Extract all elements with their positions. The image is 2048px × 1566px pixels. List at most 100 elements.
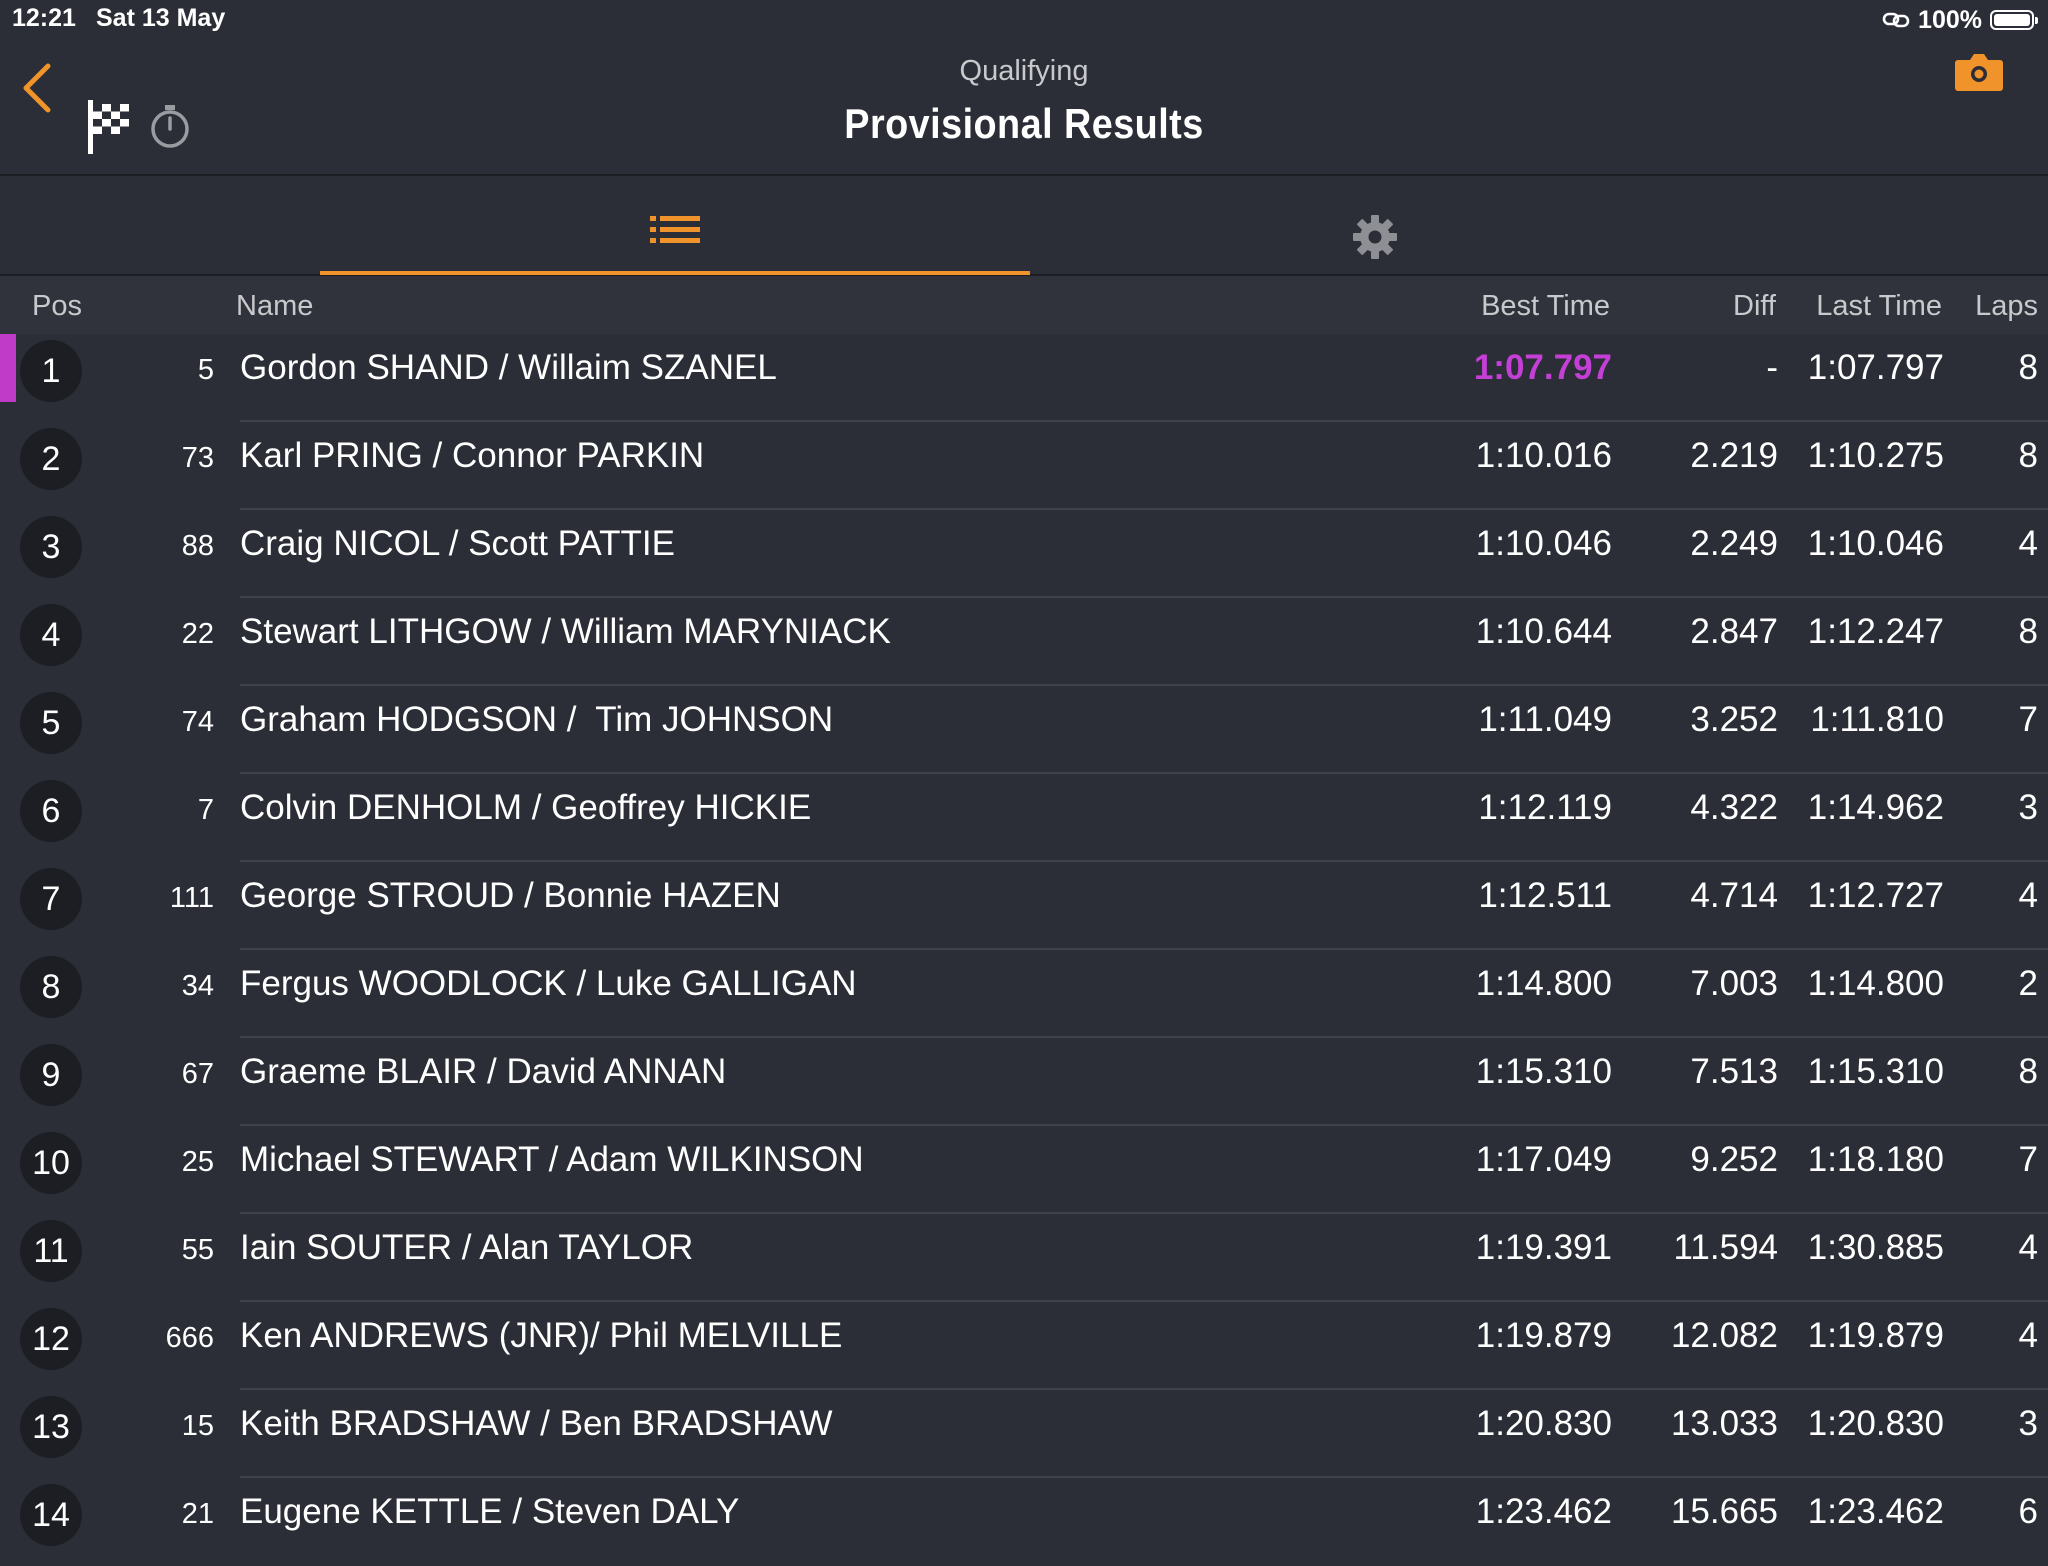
row-divider	[240, 1036, 2048, 1038]
list-icon	[650, 216, 700, 243]
driver-names: Karl PRING / Connor PARKIN	[240, 436, 705, 475]
best-time: 1:10.046	[1475, 524, 1612, 563]
back-button[interactable]	[16, 58, 60, 118]
car-number: 666	[165, 1322, 214, 1354]
table-row[interactable]: 13 15 Keith BRADSHAW / Ben BRADSHAW 1:20…	[0, 1390, 2048, 1478]
position-badge: 4	[20, 604, 82, 666]
results-table: 1 5 Gordon SHAND / Willaim SZANEL 1:07.7…	[0, 334, 2048, 1566]
position-badge: 14	[20, 1484, 82, 1546]
table-row[interactable]: 11 55 Iain SOUTER / Alan TAYLOR 1:19.391…	[0, 1214, 2048, 1302]
best-time: 1:19.879	[1475, 1316, 1612, 1355]
status-date: Sat 13 May	[96, 4, 226, 32]
best-time: 1:19.391	[1475, 1228, 1612, 1267]
car-number: 55	[181, 1234, 214, 1266]
stopwatch-icon[interactable]	[148, 104, 192, 150]
position-badge: 2	[20, 428, 82, 490]
best-time: 1:10.644	[1475, 612, 1612, 651]
position-badge: 11	[20, 1220, 82, 1282]
last-time: 1:18.180	[1807, 1140, 1944, 1179]
row-divider	[240, 596, 2048, 598]
best-time: 1:20.830	[1475, 1404, 1612, 1443]
last-time: 1:20.830	[1807, 1404, 1944, 1443]
table-row[interactable]: 3 88 Craig NICOL / Scott PATTIE 1:10.046…	[0, 510, 2048, 598]
lap-count: 3	[2018, 788, 2038, 827]
car-number: 22	[181, 618, 214, 650]
diff-time: 13.033	[1670, 1404, 1778, 1443]
lap-count: 7	[2018, 700, 2038, 739]
row-divider	[240, 1124, 2048, 1126]
table-row[interactable]: 2 73 Karl PRING / Connor PARKIN 1:10.016…	[0, 422, 2048, 510]
diff-time: 12.082	[1670, 1316, 1778, 1355]
diff-time: 7.003	[1690, 964, 1778, 1003]
col-best-time[interactable]: Best Time	[1481, 290, 1610, 322]
lap-count: 3	[2018, 1404, 2038, 1443]
driver-names: Michael STEWART / Adam WILKINSON	[240, 1140, 864, 1179]
driver-names: Craig NICOL / Scott PATTIE	[240, 524, 676, 563]
col-laps[interactable]: Laps	[1975, 290, 2038, 322]
position-badge: 6	[20, 780, 82, 842]
page-subtitle: Qualifying	[959, 55, 1089, 87]
car-number: 5	[197, 354, 214, 386]
col-pos[interactable]: Pos	[32, 290, 82, 322]
tab-settings[interactable]	[1060, 176, 1690, 274]
table-row[interactable]: 4 22 Stewart LITHGOW / William MARYNIACK…	[0, 598, 2048, 686]
row-divider	[240, 1388, 2048, 1390]
position-badge: 9	[20, 1044, 82, 1106]
last-time: 1:14.962	[1807, 788, 1944, 827]
table-row[interactable]: 10 25 Michael STEWART / Adam WILKINSON 1…	[0, 1126, 2048, 1214]
position-badge: 13	[20, 1396, 82, 1458]
driver-names: Iain SOUTER / Alan TAYLOR	[240, 1228, 694, 1267]
best-time: 1:12.511	[1478, 876, 1612, 915]
row-divider	[240, 772, 2048, 774]
table-row[interactable]: 14 21 Eugene KETTLE / Steven DALY 1:23.4…	[0, 1478, 2048, 1566]
lap-count: 8	[2018, 612, 2038, 651]
last-time: 1:12.727	[1807, 876, 1944, 915]
row-divider	[240, 1300, 2048, 1302]
lap-count: 4	[2018, 524, 2038, 563]
table-row[interactable]: 8 34 Fergus WOODLOCK / Luke GALLIGAN 1:1…	[0, 950, 2048, 1038]
row-divider	[240, 948, 2048, 950]
col-diff[interactable]: Diff	[1733, 290, 1776, 322]
col-last-time[interactable]: Last Time	[1816, 290, 1942, 322]
best-time: 1:17.049	[1475, 1140, 1612, 1179]
status-bar: 12:21 Sat 13 May 100%	[0, 0, 2048, 40]
tab-bar	[0, 176, 2048, 276]
camera-icon[interactable]	[1954, 52, 2004, 92]
table-row[interactable]: 5 74 Graham HODGSON / Tim JOHNSON 1:11.0…	[0, 686, 2048, 774]
last-time: 1:10.046	[1807, 524, 1944, 563]
best-time: 1:12.119	[1478, 788, 1612, 827]
table-row[interactable]: 12 666 Ken ANDREWS (JNR)/ Phil MELVILLE …	[0, 1302, 2048, 1390]
last-time: 1:07.797	[1807, 348, 1944, 387]
diff-time: 4.322	[1690, 788, 1778, 827]
lap-count: 4	[2018, 1228, 2038, 1267]
col-name[interactable]: Name	[236, 290, 314, 322]
last-time: 1:14.800	[1807, 964, 1944, 1003]
car-number: 15	[181, 1410, 214, 1442]
lap-count: 4	[2018, 1316, 2038, 1355]
chevron-left-icon	[23, 63, 51, 113]
tab-results-list[interactable]	[320, 176, 1030, 275]
driver-names: Graeme BLAIR / David ANNAN	[240, 1052, 727, 1091]
page-title: Provisional Results	[844, 100, 1204, 147]
row-divider	[240, 1476, 2048, 1478]
lap-count: 6	[2018, 1492, 2038, 1531]
diff-time: 9.252	[1690, 1140, 1778, 1179]
diff-time: 3.252	[1690, 700, 1778, 739]
best-time: 1:10.016	[1475, 436, 1612, 475]
diff-time: 2.847	[1690, 612, 1778, 651]
car-number: 25	[181, 1146, 214, 1178]
position-badge: 1	[20, 340, 82, 402]
table-row[interactable]: 6 7 Colvin DENHOLM / Geoffrey HICKIE 1:1…	[0, 774, 2048, 862]
table-row[interactable]: 9 67 Graeme BLAIR / David ANNAN 1:15.310…	[0, 1038, 2048, 1126]
table-row[interactable]: 1 5 Gordon SHAND / Willaim SZANEL 1:07.7…	[0, 334, 2048, 422]
lap-count: 4	[2018, 876, 2038, 915]
car-number: 111	[169, 882, 214, 914]
car-number: 73	[181, 442, 214, 474]
table-row[interactable]: 7 111 George STROUD / Bonnie HAZEN 1:12.…	[0, 862, 2048, 950]
driver-names: Eugene KETTLE / Steven DALY	[240, 1492, 740, 1531]
driver-names: Keith BRADSHAW / Ben BRADSHAW	[240, 1404, 833, 1443]
lap-count: 8	[2018, 436, 2038, 475]
gear-icon	[1353, 215, 1397, 259]
best-time: 1:14.800	[1475, 964, 1612, 1003]
row-divider	[240, 860, 2048, 862]
